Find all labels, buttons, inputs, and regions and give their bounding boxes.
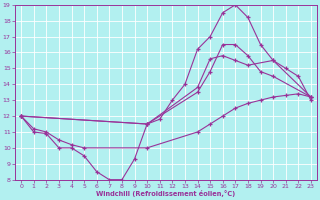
X-axis label: Windchill (Refroidissement éolien,°C): Windchill (Refroidissement éolien,°C) bbox=[96, 190, 236, 197]
